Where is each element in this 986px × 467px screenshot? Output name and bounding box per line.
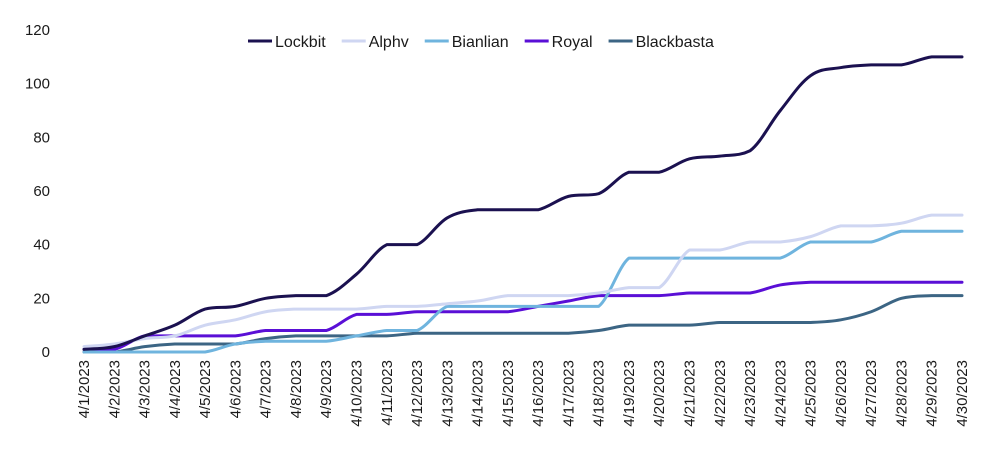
x-tick-label: 4/25/2023 (803, 360, 820, 427)
x-tick-label: 4/22/2023 (712, 360, 729, 427)
x-tick-label: 4/13/2023 (439, 360, 456, 427)
legend: Lockbit Alphv Bianlian Royal Blackbasta (248, 34, 714, 51)
legend-label: Blackbasta (636, 34, 714, 51)
series-lines (82, 55, 964, 354)
legend-item-royal: Royal (524, 34, 593, 51)
x-tick-label: 4/23/2023 (742, 360, 759, 427)
x-tick-label: 4/16/2023 (530, 360, 547, 427)
x-tick-label: 4/8/2023 (288, 360, 305, 418)
x-tick-label: 4/14/2023 (470, 360, 487, 427)
x-tick-label: 4/19/2023 (621, 360, 638, 427)
series-line-royal (82, 280, 964, 351)
x-tick-label: 4/10/2023 (348, 360, 365, 427)
y-tick-label: 60 (33, 183, 50, 200)
x-tick-label: 4/7/2023 (258, 360, 275, 418)
series-line-bianlian (82, 229, 964, 354)
y-tick-label: 40 (33, 237, 50, 254)
y-tick-label: 120 (25, 22, 50, 39)
series-line-alphv (82, 213, 964, 349)
legend-label: Royal (552, 34, 593, 51)
y-axis: 0 20 40 60 80 100 120 (25, 22, 50, 361)
x-tick-label: 4/1/2023 (76, 360, 93, 418)
x-tick-label: 4/9/2023 (318, 360, 335, 418)
x-tick-label: 4/5/2023 (197, 360, 214, 418)
x-tick-label: 4/4/2023 (167, 360, 184, 418)
x-tick-label: 4/20/2023 (651, 360, 668, 427)
x-tick-label: 4/18/2023 (591, 360, 608, 427)
legend-item-lockbit: Lockbit (248, 34, 326, 51)
series-line-lockbit (82, 55, 964, 351)
x-tick-label: 4/26/2023 (833, 360, 850, 427)
x-tick-label: 4/28/2023 (893, 360, 910, 427)
y-tick-label: 0 (42, 344, 50, 361)
x-tick-label: 4/24/2023 (772, 360, 789, 427)
x-tick-label: 4/2/2023 (106, 360, 123, 418)
x-tick-label: 4/6/2023 (227, 360, 244, 418)
x-tick-label: 4/30/2023 (954, 360, 971, 427)
legend-label: Alphv (369, 34, 409, 51)
y-tick-label: 20 (33, 290, 50, 307)
legend-item-alphv: Alphv (341, 34, 409, 51)
x-tick-label: 4/3/2023 (137, 360, 154, 418)
x-tick-label: 4/21/2023 (682, 360, 699, 427)
y-tick-label: 80 (33, 129, 50, 146)
x-tick-label: 4/12/2023 (409, 360, 426, 427)
legend-label: Bianlian (452, 34, 509, 51)
legend-item-blackbasta: Blackbasta (608, 34, 714, 51)
x-tick-label: 4/29/2023 (924, 360, 941, 427)
x-tick-label: 4/17/2023 (560, 360, 577, 427)
x-tick-label: 4/27/2023 (863, 360, 880, 427)
y-tick-label: 100 (25, 76, 50, 93)
x-tick-label: 4/11/2023 (379, 360, 396, 426)
x-tick-label: 4/15/2023 (500, 360, 517, 427)
legend-label: Lockbit (275, 34, 326, 51)
x-axis: 4/1/2023 4/2/2023 4/3/2023 4/4/2023 4/5/2023… (76, 360, 971, 427)
legend-item-bianlian: Bianlian (424, 34, 509, 51)
